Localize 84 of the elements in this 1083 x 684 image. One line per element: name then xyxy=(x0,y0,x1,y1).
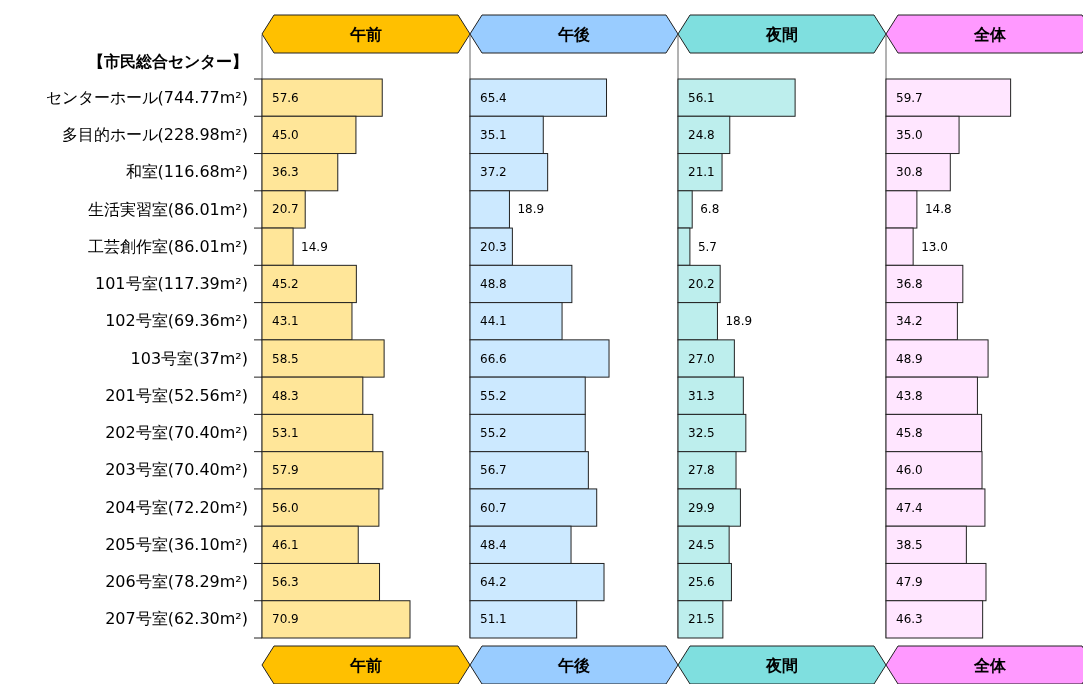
y-tick-label: 多目的ホール(228.98m²) xyxy=(61,125,248,145)
data-label: 30.8 xyxy=(896,165,923,180)
data-label: 14.8 xyxy=(924,202,952,217)
data-label: 53.1 xyxy=(272,426,299,441)
data-label: 29.9 xyxy=(688,500,715,515)
data-label: 38.5 xyxy=(896,537,923,552)
data-label: 48.8 xyxy=(480,276,507,291)
data-label: 56.0 xyxy=(272,500,299,515)
data-label: 64.2 xyxy=(480,575,507,590)
y-tick-label: 101号室(117.39m²) xyxy=(94,274,248,294)
data-label: 57.9 xyxy=(272,463,299,478)
y-tick-label: 203号室(70.40m²) xyxy=(105,460,248,480)
data-label: 48.9 xyxy=(896,351,923,366)
y-tick-label: 205号室(36.10m²) xyxy=(105,534,248,554)
y-tick-label: 202号室(70.40m²) xyxy=(105,423,248,443)
data-label: 32.5 xyxy=(688,426,715,441)
data-label: 56.1 xyxy=(688,90,715,105)
data-label: 47.4 xyxy=(896,500,923,515)
data-label: 21.1 xyxy=(688,165,715,180)
y-tick-label: センターホール(744.77m²) xyxy=(45,87,248,107)
y-tick-label: 生活実習室(86.01m²) xyxy=(87,199,248,219)
data-label: 70.9 xyxy=(272,612,299,627)
data-label: 20.3 xyxy=(480,239,507,254)
data-label: 55.2 xyxy=(480,426,507,441)
data-label: 46.1 xyxy=(272,537,299,552)
data-label: 57.6 xyxy=(272,90,299,105)
data-label: 43.1 xyxy=(272,314,299,329)
data-label: 14.9 xyxy=(301,239,328,254)
y-tick-label: 204号室(72.20m²) xyxy=(105,497,248,517)
data-label: 65.4 xyxy=(480,90,507,105)
data-label: 37.2 xyxy=(480,165,507,180)
data-label: 36.8 xyxy=(896,276,923,291)
y-tick-label: 206号室(78.29m²) xyxy=(105,572,248,592)
data-label: 48.3 xyxy=(272,388,299,403)
y-tick-label: 102号室(69.36m²) xyxy=(105,311,248,331)
y-tick-label: 201号室(52.56m²) xyxy=(105,385,248,405)
data-label: 35.0 xyxy=(896,127,923,142)
data-label: 51.1 xyxy=(480,612,507,627)
data-label: 47.9 xyxy=(896,575,923,590)
text: 午前 xyxy=(349,656,382,675)
data-label: 56.7 xyxy=(480,463,507,478)
data-label: 20.2 xyxy=(688,276,715,291)
data-label: 31.3 xyxy=(688,388,715,403)
text: 午後 xyxy=(557,656,590,675)
text: 【市民総合センター】 xyxy=(88,52,248,71)
data-label: 5.7 xyxy=(697,239,717,254)
chart-title: 午前 xyxy=(350,25,382,44)
data-label: 43.8 xyxy=(896,388,923,403)
data-label: 25.6 xyxy=(688,575,715,590)
data-label: 60.7 xyxy=(480,500,507,515)
data-label: 56.3 xyxy=(272,575,299,590)
y-tick-label: 103号室(37m²) xyxy=(130,348,248,368)
data-label: 45.2 xyxy=(272,276,299,291)
data-label: 48.4 xyxy=(480,537,507,552)
data-label: 6.8 xyxy=(700,202,720,217)
chart-title: 全体 xyxy=(974,25,1006,44)
data-label: 46.3 xyxy=(896,612,923,627)
data-label: 24.8 xyxy=(688,127,715,142)
data-label: 55.2 xyxy=(480,388,507,403)
data-label: 24.5 xyxy=(688,537,715,552)
data-label: 46.0 xyxy=(896,463,923,478)
data-label: 20.7 xyxy=(272,202,299,217)
text: 夜間 xyxy=(765,656,798,675)
data-label: 27.8 xyxy=(688,463,715,478)
data-label: 66.6 xyxy=(480,351,507,366)
data-label: 21.5 xyxy=(688,612,715,627)
chart-title: 午後 xyxy=(558,25,590,44)
data-label: 18.9 xyxy=(725,314,753,329)
y-tick-label: 工芸創作室(86.01m²) xyxy=(87,236,248,256)
data-label: 45.0 xyxy=(272,127,299,142)
data-label: 27.0 xyxy=(688,351,715,366)
text: 全体 xyxy=(973,656,1007,675)
data-label: 35.1 xyxy=(480,127,507,142)
data-label: 45.8 xyxy=(896,426,923,441)
chart-title: 夜間 xyxy=(766,25,798,44)
data-label: 58.5 xyxy=(272,351,299,366)
y-tick-label: 207号室(62.30m²) xyxy=(105,609,248,629)
data-label: 18.9 xyxy=(517,202,545,217)
data-label: 13.0 xyxy=(921,239,948,254)
data-label: 59.7 xyxy=(896,90,923,105)
data-label: 44.1 xyxy=(480,314,507,329)
data-label: 34.2 xyxy=(896,314,923,329)
data-label: 36.3 xyxy=(272,165,299,180)
y-tick-label: 和室(116.68m²) xyxy=(125,162,248,182)
